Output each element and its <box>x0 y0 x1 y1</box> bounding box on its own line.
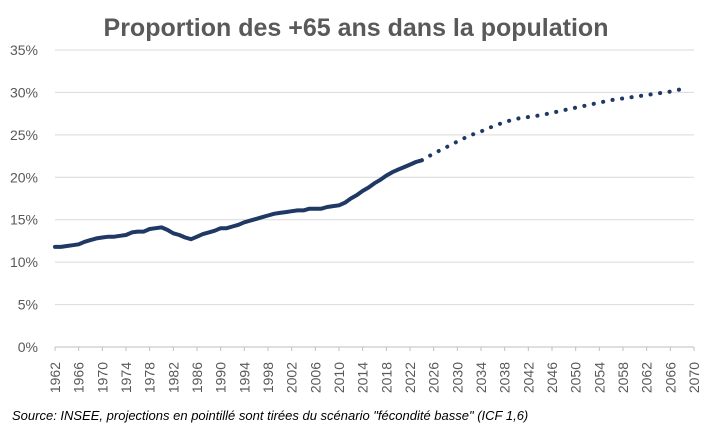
y-tick-label: 30% <box>10 84 38 100</box>
x-tick-label: 2010 <box>331 362 347 393</box>
x-tick-label: 1994 <box>236 362 252 393</box>
x-tick-label: 2058 <box>615 362 631 393</box>
x-tick-label: 1970 <box>94 362 110 393</box>
x-tick-label: 1962 <box>47 362 63 393</box>
x-tick-label: 1974 <box>118 362 134 393</box>
x-tick-label: 2042 <box>520 362 536 393</box>
series-lines <box>53 86 691 249</box>
historical-line <box>53 158 424 249</box>
x-tick-label: 1982 <box>165 362 181 393</box>
x-tick-label: 1978 <box>142 362 158 393</box>
x-tick-label: 1966 <box>71 362 87 393</box>
x-tick-label: 2070 <box>686 362 702 393</box>
x-tick-label: 2062 <box>639 362 655 393</box>
x-tick-label: 1990 <box>213 362 229 393</box>
x-tick-label: 2034 <box>473 362 489 393</box>
x-tick-label: 2014 <box>355 362 371 393</box>
x-tick-label: 2038 <box>497 362 513 393</box>
x-tick-label: 2026 <box>426 362 442 393</box>
y-tick-label: 25% <box>10 127 38 143</box>
y-tick-labels: 0% 5% 10% 15% 20% 25% 30% 35% <box>10 42 38 355</box>
y-tick-label: 20% <box>10 169 38 185</box>
y-tick-label: 35% <box>10 42 38 58</box>
x-tick-label: 2022 <box>402 362 418 393</box>
axes <box>54 346 695 351</box>
x-tick-label: 2006 <box>307 362 323 393</box>
x-tick-label: 2046 <box>544 362 560 393</box>
x-tick-label: 2066 <box>662 362 678 393</box>
x-tick-label: 2054 <box>591 362 607 393</box>
source-note: Source: INSEE, projections en pointillé … <box>12 408 529 423</box>
y-tick-label: 5% <box>18 297 38 313</box>
x-tick-labels: 1962 1966 1970 1974 1978 1982 1986 1990 1994 1998… <box>47 362 702 393</box>
x-tick-label: 2018 <box>378 362 394 393</box>
y-tick-label: 10% <box>10 254 38 270</box>
x-tick-label: 2002 <box>284 362 300 393</box>
x-tick-label: 2050 <box>568 362 584 393</box>
projection-line <box>419 86 691 163</box>
grid-lines <box>55 49 694 306</box>
x-tick-label: 2030 <box>449 362 465 393</box>
x-tick-label: 1998 <box>260 362 276 393</box>
chart-title: Proportion des +65 ans dans la populatio… <box>103 14 609 42</box>
y-tick-label: 0% <box>18 339 38 355</box>
y-tick-label: 15% <box>10 212 38 228</box>
x-tick-label: 1986 <box>189 362 205 393</box>
